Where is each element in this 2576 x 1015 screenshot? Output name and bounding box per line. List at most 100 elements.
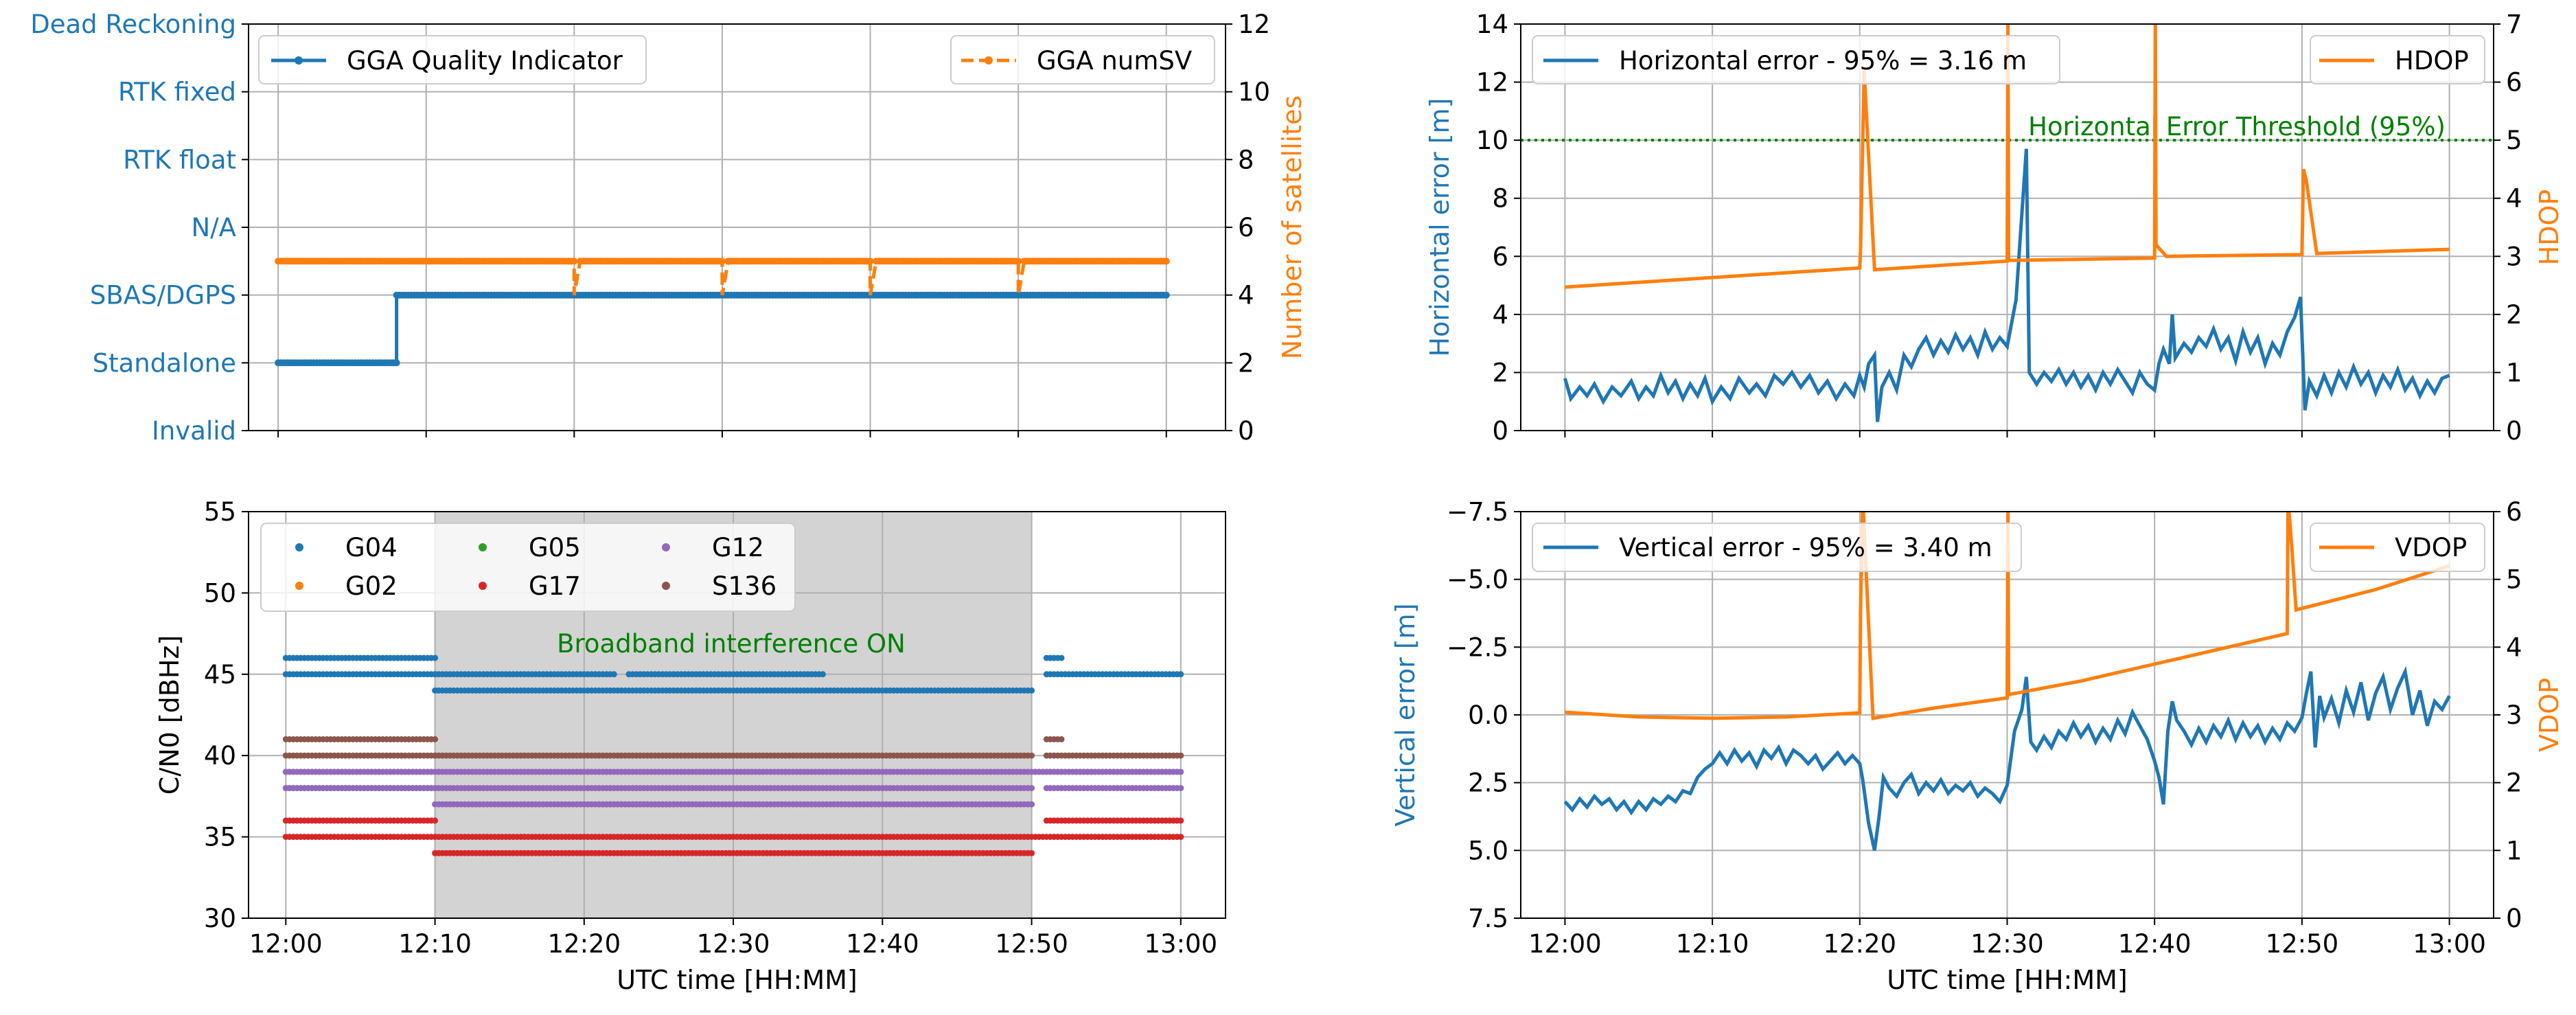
legend-box	[2310, 523, 2485, 572]
cn0-point-g17	[1028, 849, 1035, 856]
legend-marker	[662, 543, 670, 551]
left-tick-label: 7.5	[1468, 904, 1508, 933]
right-tick-label: 2	[1238, 348, 1254, 378]
quality-indicator-point	[1162, 291, 1170, 299]
vdop-line	[1565, 512, 2450, 720]
right-tick-label: 2	[2506, 768, 2522, 798]
left-tick-label: 0	[1492, 416, 1508, 446]
cn0-point-g04	[1028, 687, 1035, 694]
cn0-point-s136	[1177, 752, 1184, 759]
gga-numsv-point	[1162, 258, 1170, 265]
legend-label-g17: G17	[529, 571, 581, 601]
right-tick-label: 4	[1238, 281, 1254, 310]
x-tick-label: 12:40	[2118, 929, 2192, 959]
legend-label-quality: GGA Quality Indicator	[347, 46, 623, 76]
left-tick-label: −7.5	[1447, 497, 1508, 527]
legend-label-g02: G02	[345, 571, 398, 601]
cn0-point-g04	[432, 654, 439, 661]
cn0-point-g17	[1177, 817, 1184, 824]
right-axis-label: VDOP	[2534, 678, 2564, 752]
legend-marker	[295, 56, 303, 65]
x-tick-label: 12:00	[1528, 929, 1602, 959]
legend-marker	[662, 582, 670, 590]
right-axis-label: HDOP	[2534, 190, 2564, 266]
legend-label-numsv: GGA numSV	[1037, 46, 1192, 76]
vertical-error-line	[1563, 665, 2451, 851]
left-tick-label: 8	[1492, 184, 1508, 214]
left-tick-label: 35	[204, 823, 236, 852]
legend-marker	[479, 582, 487, 590]
axes-frame	[248, 511, 1226, 919]
left-tick-label: 2	[1492, 358, 1508, 387]
cn0-panel: 12:00 12:10 12:20 12:30 12:40 12:50 13:00 UTC t…	[154, 497, 1226, 995]
legend-label-hdop: HDOP	[2395, 46, 2469, 76]
cn0-point-g04	[610, 671, 617, 678]
left-tick-label: 6	[1492, 242, 1508, 271]
legend-label-g12: G12	[712, 533, 764, 562]
right-tick-label: 0	[1238, 416, 1254, 446]
left-tick-label: Invalid	[152, 416, 236, 446]
right-tick-label: 6	[2506, 497, 2522, 527]
cn0-point-g12	[1177, 768, 1184, 775]
left-tick-label: 40	[204, 741, 236, 771]
cn0-point-g17	[1177, 834, 1184, 841]
right-tick-label: 1	[2506, 358, 2522, 387]
right-tick-label: 4	[2506, 632, 2522, 662]
left-tick-label: RTK float	[123, 145, 236, 174]
right-axis-label: Number of satellites	[1277, 95, 1307, 360]
left-tick-label: 55	[204, 497, 236, 527]
left-tick-label: 30	[204, 904, 236, 933]
left-tick-label: Dead Reckoning	[30, 10, 236, 39]
cn0-point-g04	[1058, 654, 1065, 661]
right-tick-label: 0	[2506, 904, 2522, 933]
gga-numsv-point	[571, 258, 578, 265]
hdop-line	[1565, 24, 2450, 289]
left-tick-label: −5.0	[1447, 565, 1508, 595]
x-tick-label: 12:40	[846, 929, 919, 959]
gga-numsv-point	[1015, 258, 1022, 265]
quality-indicator-point	[393, 359, 400, 367]
gga-numsv-point	[718, 258, 726, 265]
left-tick-label: 4	[1492, 300, 1508, 330]
left-tick-label: 0.0	[1468, 700, 1508, 730]
x-tick-label: 12:10	[1676, 929, 1749, 959]
right-tick-label: 8	[1238, 145, 1254, 174]
legend-label-vdop: VDOP	[2395, 533, 2467, 562]
right-tick-label: 4	[2506, 184, 2522, 214]
left-tick-label: N/A	[192, 213, 236, 242]
right-tick-label: 5	[2506, 565, 2522, 595]
legend-marker	[985, 56, 993, 65]
right-tick-label: 6	[2506, 68, 2522, 98]
right-tick-label: 5	[2506, 126, 2522, 155]
left-axis-label: Horizontal error [m]	[1425, 98, 1455, 357]
cn0-point-g04	[819, 671, 826, 678]
cn0-point-s136	[1028, 752, 1035, 759]
cn0-point-g17	[432, 817, 439, 824]
left-tick-label: 14	[1476, 10, 1508, 39]
axes-frame	[1520, 23, 2494, 431]
right-tick-label: 2	[2506, 300, 2522, 330]
right-tick-label: 3	[2506, 700, 2522, 730]
x-tick-label: 12:50	[2266, 929, 2339, 959]
x-tick-label: 12:00	[249, 929, 323, 959]
axes-frame	[1520, 511, 2494, 919]
legend-marker	[479, 543, 487, 551]
axes-frame	[248, 23, 1226, 431]
legend-box	[2310, 35, 2485, 84]
right-tick-label: 7	[2506, 10, 2522, 39]
cn0-point-s136	[432, 736, 439, 742]
legend-label-vertical-error: Vertical error - 95% = 3.40 m	[1619, 533, 1992, 562]
quality-indicator-panel: Invalid Standalone SBAS/DGPS N/A RTK float RT…	[30, 10, 1307, 446]
legend-box	[1532, 35, 2060, 84]
x-axis-label: UTC time [HH:MM]	[617, 965, 858, 995]
x-axis-label: UTC time [HH:MM]	[1887, 965, 2128, 995]
legend-box	[258, 35, 647, 84]
legend-label-horizontal-error: Horizontal error - 95% = 3.16 m	[1619, 46, 2027, 76]
legend-box	[1532, 523, 2022, 572]
cn0-point-s136	[1058, 736, 1065, 742]
cn0-point-g12	[1028, 801, 1035, 808]
legend-label-g05: G05	[529, 533, 581, 562]
x-tick-label: 12:10	[398, 929, 472, 959]
